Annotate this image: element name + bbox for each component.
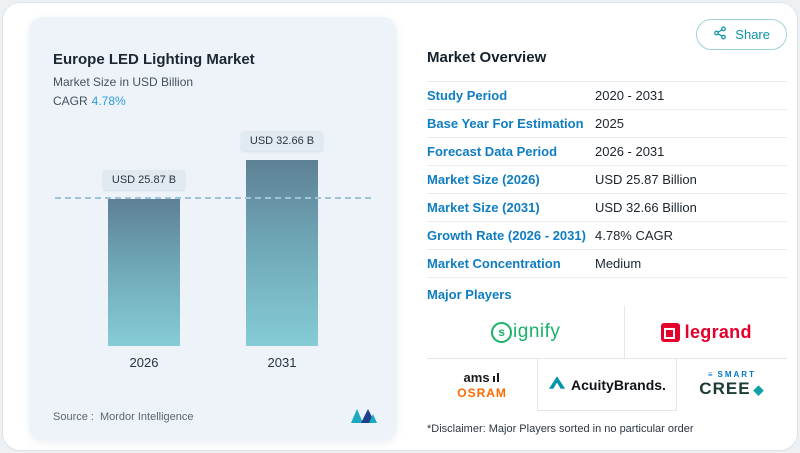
acuity-logo-text: AcuityBrands. bbox=[571, 376, 666, 393]
share-label: Share bbox=[735, 27, 770, 42]
player-cree: ≡ SMART CREE ◆ bbox=[677, 359, 787, 411]
overview-panel: Share Market Overview Study Period 2020 -… bbox=[427, 3, 787, 450]
overview-row-value: USD 25.87 Billion bbox=[595, 172, 697, 187]
overview-row: Forecast Data Period 2026 - 2031 bbox=[427, 138, 787, 166]
source-row: Source : Mordor Intelligence bbox=[53, 407, 379, 427]
ams-logo-text: ams bbox=[463, 369, 490, 385]
overview-row-value: 2026 - 2031 bbox=[595, 144, 665, 159]
overview-row-label: Market Concentration bbox=[427, 256, 561, 271]
x-axis-label-2031: 2031 bbox=[267, 355, 297, 370]
bar-group-2031: USD 32.66 B bbox=[240, 131, 324, 346]
x-axis-label-2026: 2026 bbox=[129, 355, 159, 370]
overview-row: Growth Rate (2026 - 2031) 4.78% CAGR bbox=[427, 222, 787, 250]
bar-chart: USD 25.87 B USD 32.66 B bbox=[53, 122, 373, 346]
x-axis-labels: 2026 2031 bbox=[53, 355, 373, 370]
overview-row: Market Size (2026) USD 25.87 Billion bbox=[427, 166, 787, 194]
ams-mark-icon bbox=[492, 371, 501, 385]
bar-group-2026: USD 25.87 B bbox=[102, 170, 186, 346]
major-players-label: Major Players bbox=[427, 287, 512, 302]
overview-row-value: 2025 bbox=[595, 116, 624, 131]
overview-row: Market Concentration Medium bbox=[427, 250, 787, 278]
player-ams-osram: ams OSRAM bbox=[427, 359, 537, 411]
major-players-grid: s ignify legrand ams OSRAM bbox=[427, 306, 787, 411]
share-button[interactable]: Share bbox=[696, 19, 787, 50]
osram-logo-text: OSRAM bbox=[457, 385, 507, 400]
chart-subtitle: Market Size in USD Billion bbox=[53, 75, 194, 89]
overview-row: Base Year For Estimation 2025 bbox=[427, 110, 787, 138]
cree-logo-text: CREE bbox=[699, 379, 751, 399]
bar-2026[interactable] bbox=[107, 199, 180, 346]
player-signify: s ignify bbox=[427, 306, 626, 358]
overview-row-label: Growth Rate (2026 - 2031) bbox=[427, 228, 586, 243]
overview-row-label: Market Size (2026) bbox=[427, 172, 540, 187]
disclaimer-text: *Disclaimer: Major Players sorted in no … bbox=[427, 423, 694, 435]
source-value: Mordor Intelligence bbox=[99, 411, 194, 423]
overview-row-label: Study Period bbox=[427, 88, 508, 103]
overview-title: Market Overview bbox=[427, 49, 547, 66]
players-row-top: s ignify legrand bbox=[427, 306, 787, 359]
signify-circle-s-icon: s bbox=[491, 321, 513, 343]
smart-logo-text: SMART bbox=[717, 370, 756, 380]
share-icon bbox=[713, 26, 727, 43]
chart-card: Europe LED Lighting Market Market Size i… bbox=[29, 17, 397, 441]
player-legrand: legrand bbox=[625, 306, 787, 358]
cagr-label: CAGR bbox=[53, 94, 88, 108]
chart-title: Europe LED Lighting Market bbox=[53, 51, 255, 68]
smart-stripes-icon: ≡ bbox=[707, 370, 715, 380]
bar-value-label: USD 32.66 B bbox=[240, 131, 324, 151]
players-row-bottom: ams OSRAM AcuityBrands. ≡ SMART bbox=[427, 359, 787, 411]
cree-mark-icon: ◆ bbox=[753, 382, 765, 398]
overview-row-value: 4.78% CAGR bbox=[595, 228, 674, 243]
source-label: Source : bbox=[53, 411, 94, 423]
legrand-square-icon bbox=[660, 322, 680, 342]
acuity-a-icon bbox=[548, 375, 566, 395]
player-acuity-brands: AcuityBrands. bbox=[537, 359, 677, 411]
overview-row: Study Period 2020 - 2031 bbox=[427, 82, 787, 110]
overview-row: Market Size (2031) USD 32.66 Billion bbox=[427, 194, 787, 222]
overview-row-value: USD 32.66 Billion bbox=[595, 200, 697, 215]
legrand-logo-text: legrand bbox=[684, 321, 752, 342]
overview-row-label: Market Size (2031) bbox=[427, 200, 540, 215]
chart-cagr: CAGR 4.78% bbox=[53, 94, 373, 108]
mordor-intelligence-logo-icon bbox=[349, 407, 379, 427]
cagr-value: 4.78% bbox=[91, 94, 126, 108]
overview-row-label: Base Year For Estimation bbox=[427, 116, 584, 131]
overview-row-value: 2020 - 2031 bbox=[595, 88, 665, 103]
bar-2031[interactable] bbox=[245, 160, 318, 346]
reference-dashed-line bbox=[55, 197, 371, 199]
overview-table: Study Period 2020 - 2031 Base Year For Est… bbox=[427, 81, 787, 278]
overview-row-value: Medium bbox=[595, 256, 642, 271]
signify-logo-text: ignify bbox=[513, 321, 561, 342]
overview-row-label: Forecast Data Period bbox=[427, 144, 558, 159]
bar-value-label: USD 25.87 B bbox=[102, 170, 186, 190]
